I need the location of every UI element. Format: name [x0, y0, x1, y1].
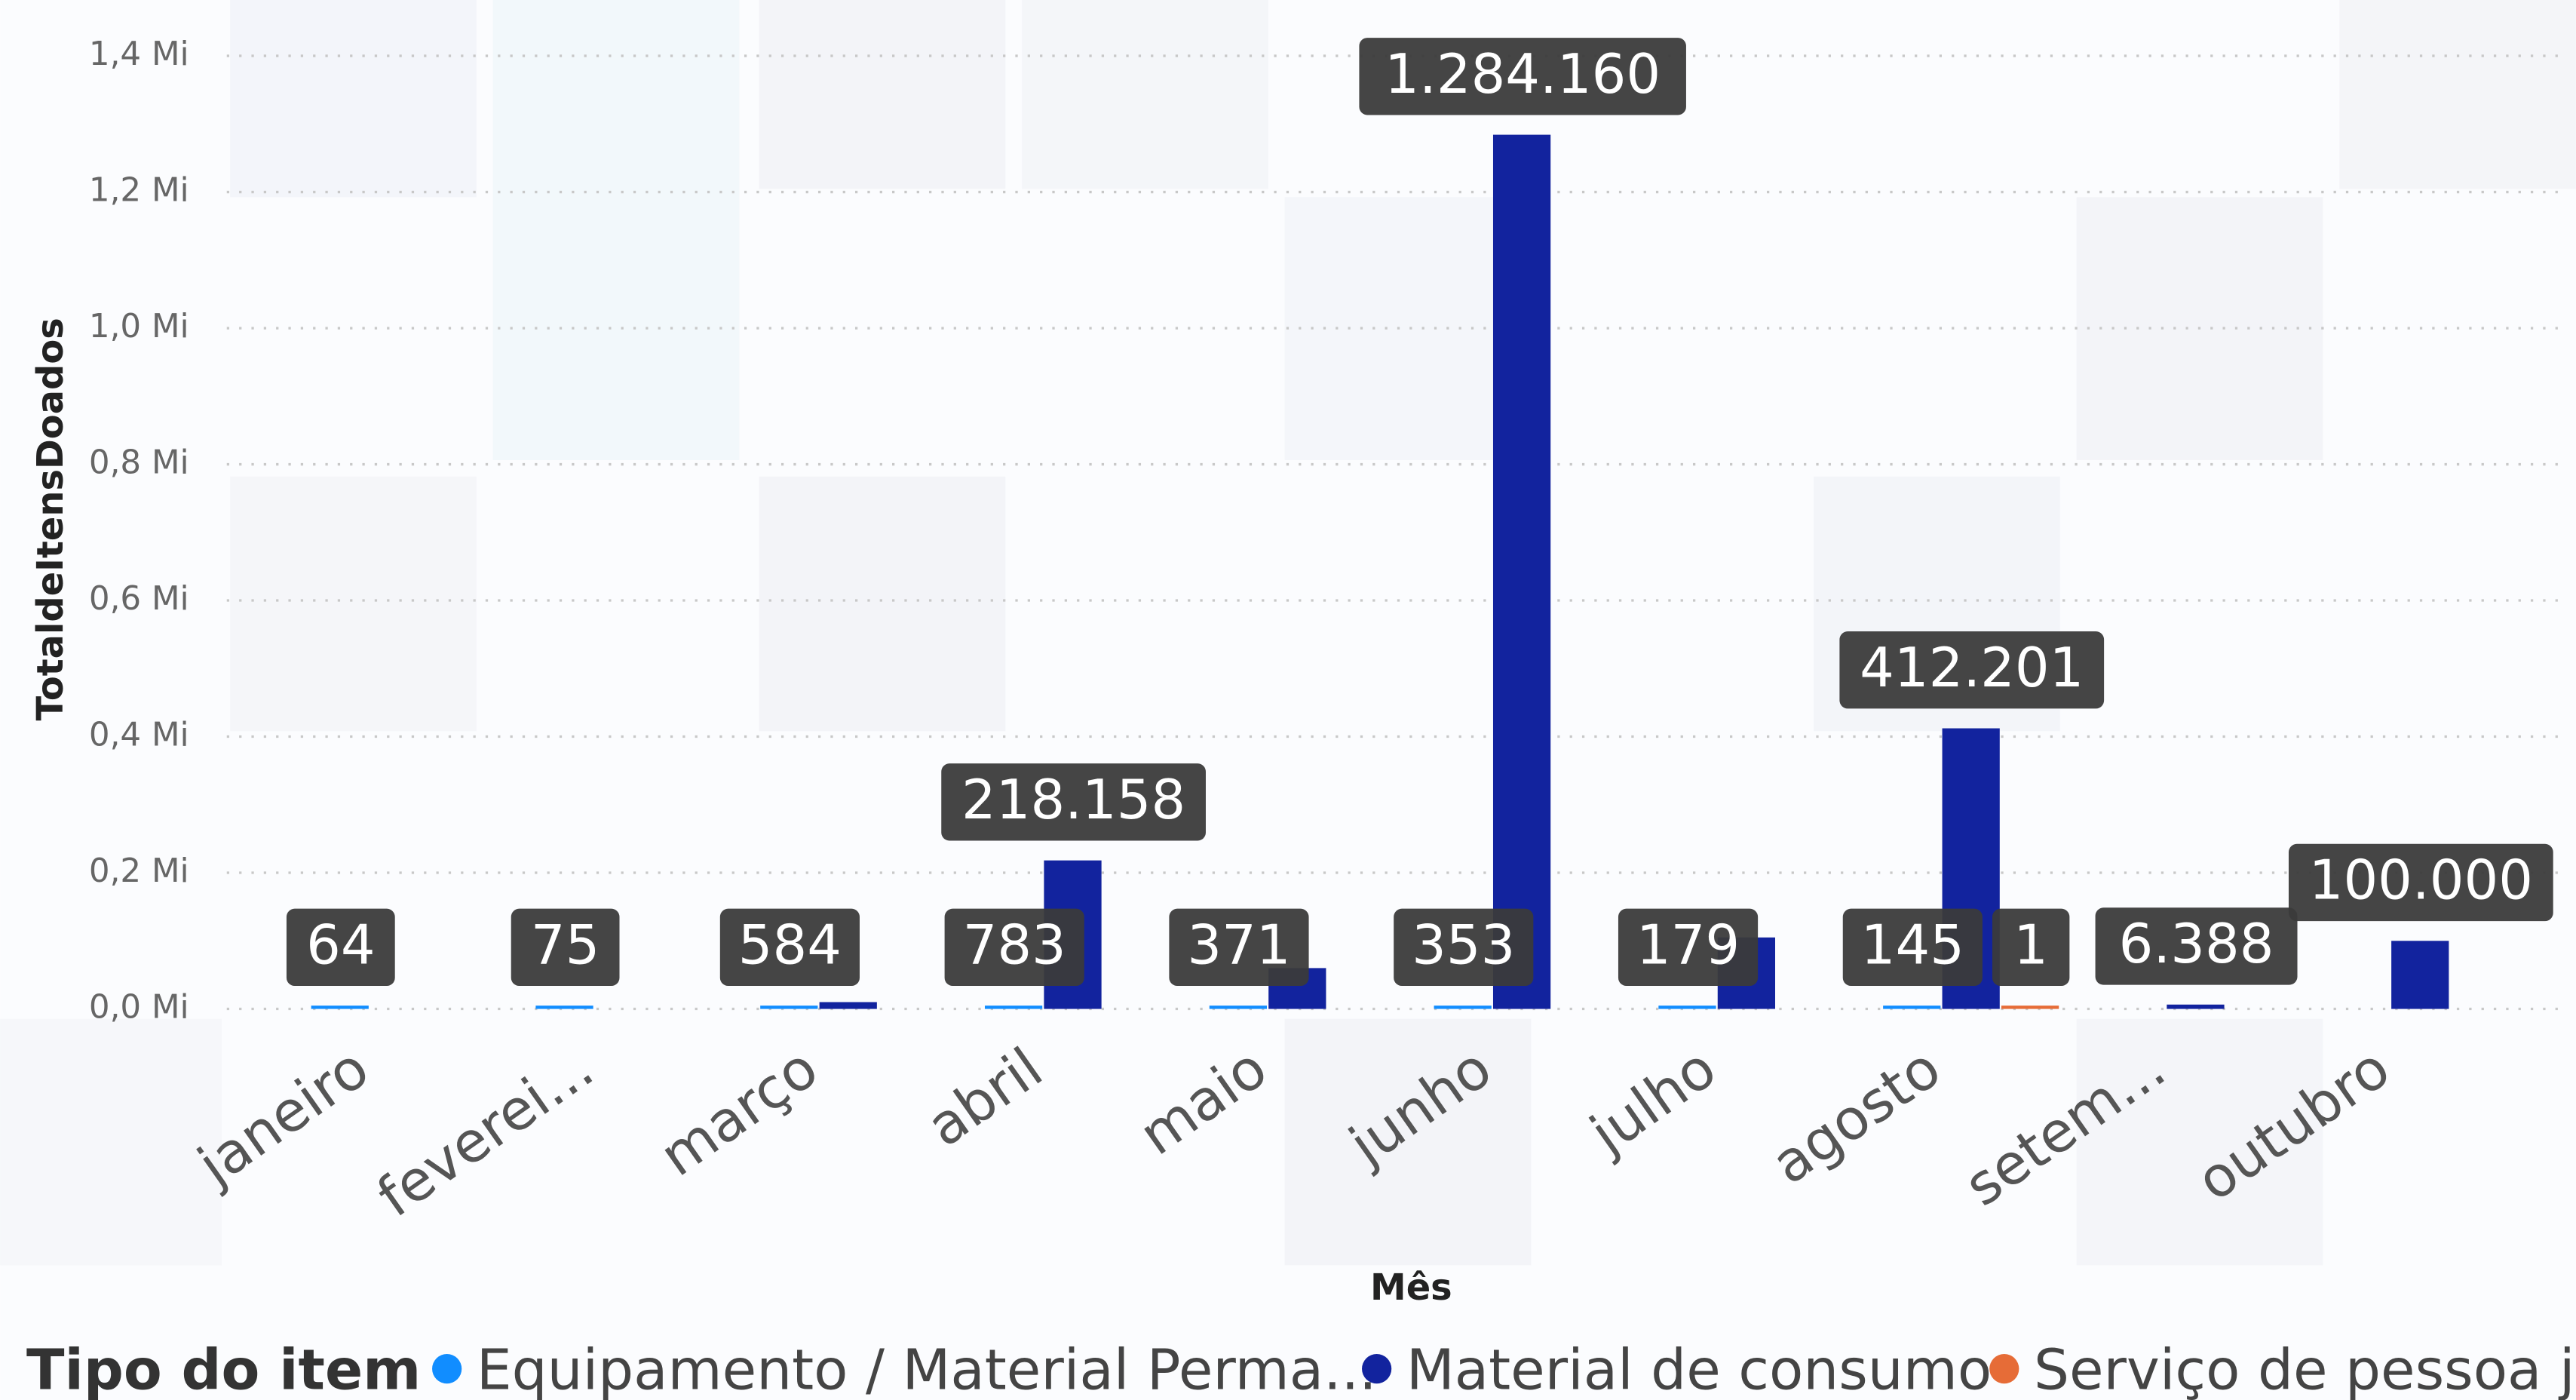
data-label-box: [511, 908, 620, 987]
legend-label: Material de consumo: [1406, 1338, 1992, 1400]
data-label-box: [1992, 908, 2070, 987]
bar: [2167, 1004, 2225, 1009]
data-label-box: [2288, 843, 2553, 922]
data-label: 100.000: [2309, 849, 2533, 912]
data-label: 783: [963, 913, 1066, 977]
y-tick-label: 1,2 Mi: [89, 172, 189, 210]
data-label-box: [1842, 908, 1983, 987]
data-label-box: [1618, 908, 1759, 987]
y-axis-title: TotaldeItensDoados: [30, 318, 72, 720]
y-tick-label: 0,0 Mi: [89, 989, 189, 1027]
data-label: 412.201: [1860, 636, 2084, 699]
data-label: 371: [1187, 913, 1290, 977]
bar: [2391, 941, 2449, 1009]
data-label-box: [1394, 908, 1534, 987]
bar: [1492, 134, 1551, 1009]
legend-label: Serviço de pessoa j...: [2034, 1338, 2576, 1400]
bar: [2001, 1005, 2059, 1009]
y-tick-label: 1,4 Mi: [89, 35, 189, 73]
data-label: 218.158: [961, 768, 1185, 831]
data-label-box: [1359, 38, 1686, 115]
bar: [311, 1005, 369, 1009]
legend-marker: [1362, 1354, 1392, 1384]
data-label-box: [1169, 908, 1309, 987]
data-label: 6.388: [2119, 912, 2274, 975]
data-label-box: [286, 908, 395, 987]
data-label: 145: [1861, 913, 1964, 977]
bar: [1209, 1005, 1268, 1009]
bar: [760, 1005, 818, 1009]
legend-label: Equipamento / Material Perma...: [477, 1338, 1377, 1400]
data-label-box: [1839, 631, 2105, 709]
data-label-box: [944, 908, 1084, 987]
x-axis-title: Mês: [1370, 1267, 1452, 1309]
data-label: 1.284.160: [1385, 42, 1661, 106]
bar: [1883, 1005, 1941, 1009]
y-tick-label: 0,4 Mi: [89, 717, 189, 754]
bar: [984, 1005, 1043, 1009]
bar: [535, 1005, 593, 1009]
legend-marker: [432, 1354, 462, 1384]
data-label: 64: [306, 913, 375, 977]
y-tick-label: 1,0 Mi: [89, 308, 189, 345]
data-label-box: [719, 908, 860, 987]
data-label: 179: [1636, 913, 1740, 977]
bar: [1658, 1005, 1716, 1009]
data-label-box: [941, 763, 1206, 841]
data-label: 584: [738, 913, 842, 977]
y-tick-label: 0,2 Mi: [89, 852, 189, 890]
data-label: 1: [2013, 913, 2048, 977]
data-label: 75: [531, 913, 600, 977]
legend-marker: [1989, 1354, 2019, 1384]
legend-title: Tipo do item: [26, 1338, 421, 1400]
bar: [819, 1002, 877, 1009]
y-tick-label: 0,8 Mi: [89, 444, 189, 482]
y-tick-label: 0,6 Mi: [89, 580, 189, 618]
bar: [1434, 1005, 1492, 1009]
data-label-box: [2095, 907, 2298, 985]
data-label: 353: [1412, 913, 1515, 977]
